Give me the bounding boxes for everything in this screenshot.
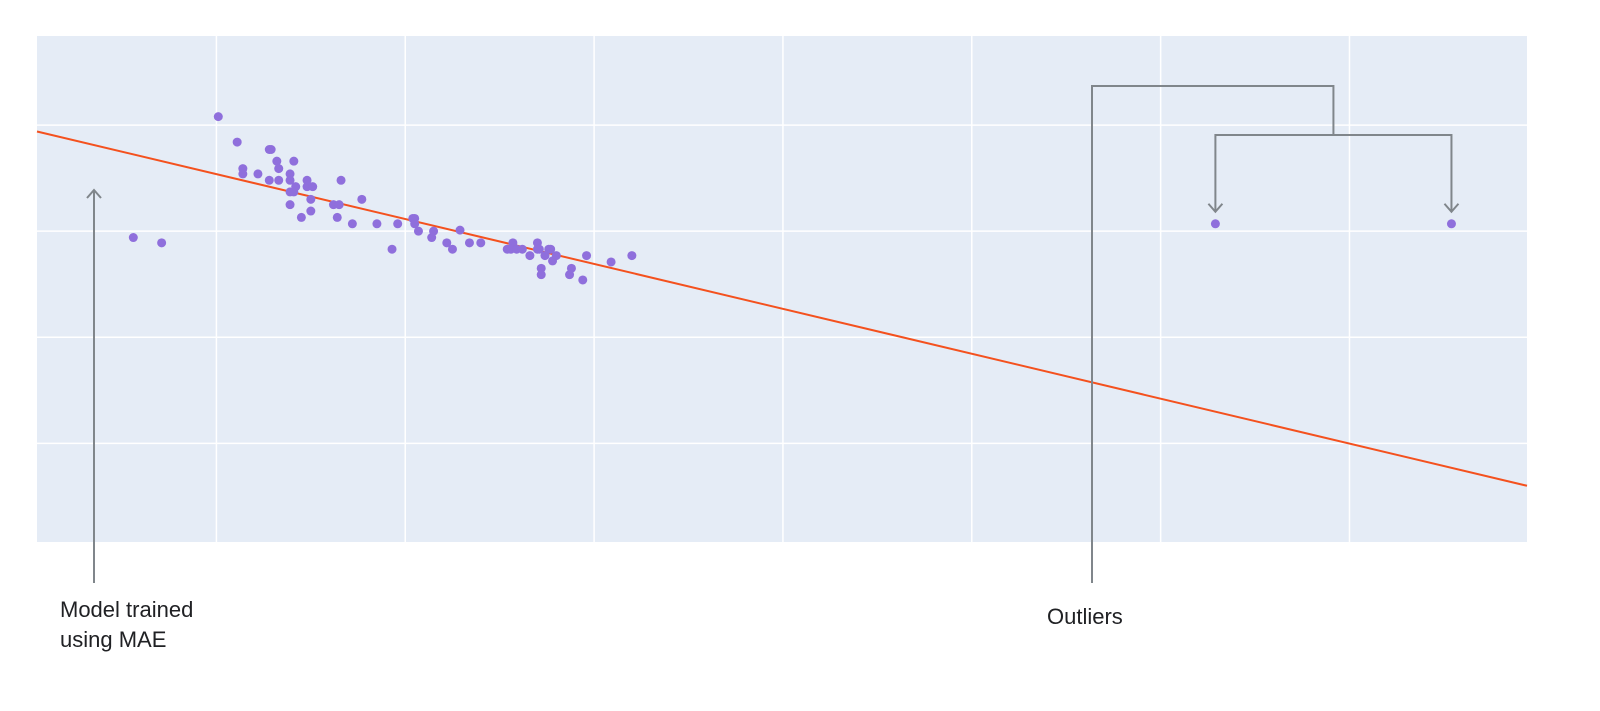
outliers-annotation-label: Outliers: [1047, 604, 1123, 629]
data-point: [410, 219, 420, 229]
data-point: [536, 270, 546, 280]
data-point: [517, 244, 527, 254]
data-point: [232, 137, 242, 147]
outliers-bracket-line: [1091, 85, 1335, 583]
arrow-down-icon: [1443, 203, 1460, 214]
data-point: [1446, 219, 1456, 229]
mae-annotation-label: Model trained using MAE: [60, 595, 193, 655]
data-point: [296, 212, 306, 222]
data-point: [536, 263, 546, 273]
data-point: [238, 169, 248, 179]
data-point: [476, 238, 486, 248]
arrow-up-icon: [86, 188, 102, 199]
data-point: [157, 238, 167, 248]
fit-line: [36, 130, 1528, 487]
data-point: [285, 175, 295, 185]
data-point: [347, 219, 357, 229]
data-point: [264, 175, 274, 185]
data-point: [551, 251, 561, 261]
gridlines: [37, 36, 1527, 542]
mae-label-line-2: using MAE: [60, 627, 167, 652]
data-point: [272, 156, 282, 166]
data-point: [336, 175, 346, 185]
data-point: [285, 200, 295, 210]
data-point: [387, 244, 397, 254]
data-point: [534, 244, 544, 254]
data-point: [429, 226, 439, 236]
data-point: [357, 194, 367, 204]
data-point: [606, 257, 616, 267]
data-point: [546, 244, 556, 254]
data-point: [525, 251, 535, 261]
data-point: [372, 219, 382, 229]
data-point: [128, 233, 138, 243]
data-point: [578, 275, 588, 285]
data-point: [266, 145, 276, 155]
data-point: [289, 156, 299, 166]
data-point: [566, 263, 576, 273]
data-point: [464, 238, 474, 248]
mae-label-line-1: Model trained: [60, 597, 194, 622]
data-point: [332, 212, 342, 222]
data-point: [285, 169, 295, 179]
data-point: [302, 175, 312, 185]
data-point: [213, 112, 223, 122]
data-points: [128, 112, 1456, 285]
data-point: [306, 194, 316, 204]
data-point: [334, 200, 344, 210]
data-point: [442, 238, 452, 248]
data-point: [306, 206, 316, 216]
data-point: [413, 226, 423, 236]
outliers-fork-line: [1214, 134, 1453, 212]
data-point: [627, 251, 637, 261]
data-point: [308, 182, 318, 192]
data-point: [582, 251, 592, 261]
data-point: [447, 244, 457, 254]
plot-area: [37, 36, 1527, 542]
data-point: [393, 219, 403, 229]
data-point: [274, 164, 284, 174]
data-point: [455, 225, 465, 235]
data-point: [291, 182, 301, 192]
arrow-down-icon: [1207, 203, 1224, 214]
annotations: [86, 85, 1460, 583]
data-point: [274, 175, 284, 185]
data-point: [1210, 219, 1220, 229]
data-point: [253, 169, 263, 179]
